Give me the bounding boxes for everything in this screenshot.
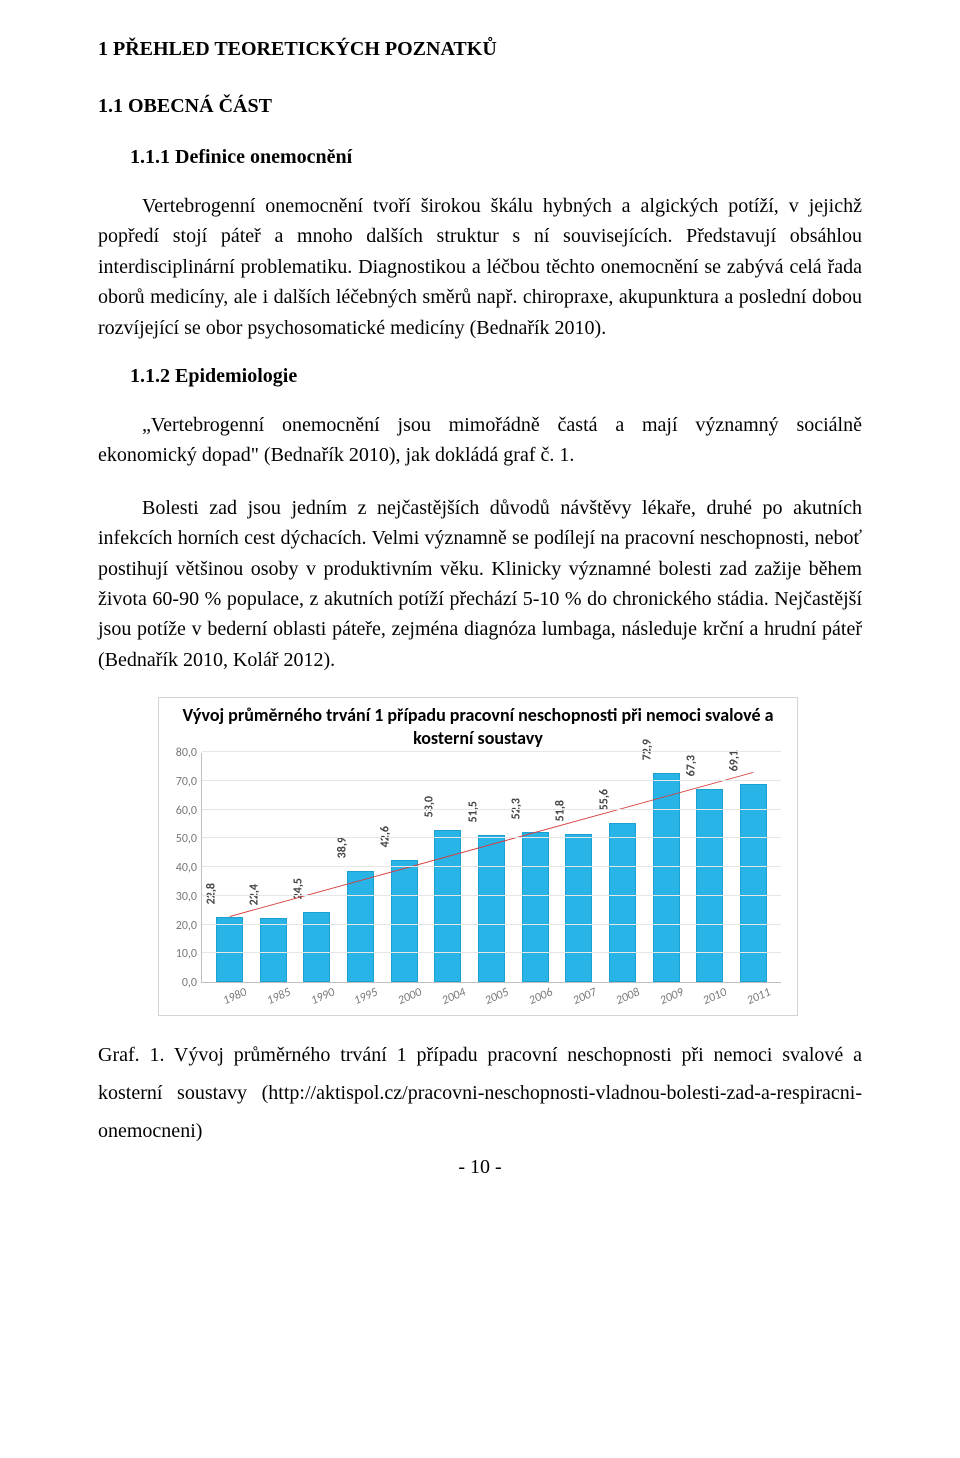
chart-bar: 24,5 xyxy=(303,912,330,982)
chart-bar-slot: 38,9 xyxy=(339,753,383,982)
chart-bar: 38,9 xyxy=(347,871,374,982)
chart-bar-value-label: 38,9 xyxy=(335,837,349,860)
chart-bar-slot: 52,3 xyxy=(513,753,557,982)
chart-bars-group: 22,8 22,4 24,5 38,9 42,6 53,0 51,5 52,3 51,8 55,6… xyxy=(202,753,781,982)
chart-y-tick: 10,0 xyxy=(176,947,197,961)
chart-bar-slot: 67,3 xyxy=(688,753,732,982)
chart-bar-slot: 55,6 xyxy=(601,753,645,982)
heading-level-3: 1.1.2 Epidemiologie xyxy=(130,365,862,388)
chart-gridline xyxy=(202,952,781,953)
chart-container: Vývoj průměrného trvání 1 případu pracov… xyxy=(158,697,798,1016)
chart-bar: 72,9 xyxy=(653,773,680,982)
heading-level-1: 1 PŘEHLED TEORETICKÝCH POZNATKŮ xyxy=(98,38,862,61)
chart-bar-slot: 42,6 xyxy=(382,753,426,982)
chart-y-tick: 0,0 xyxy=(182,976,197,990)
body-paragraph: „Vertebrogenní onemocnění jsou mimořádně… xyxy=(98,410,862,471)
chart-y-axis: 0,010,020,030,040,050,060,070,080,0 xyxy=(159,753,201,983)
chart-bar: 53,0 xyxy=(434,830,461,982)
chart-plot-area: 22,8 22,4 24,5 38,9 42,6 53,0 51,5 52,3 51,8 55,6… xyxy=(201,753,781,983)
chart-bar: 22,4 xyxy=(260,918,287,982)
chart-bar: 51,8 xyxy=(565,834,592,982)
chart-plot-row: 0,010,020,030,040,050,060,070,080,0 22,8… xyxy=(159,753,797,983)
chart-x-axis: 1980198519901995200020042005200620072008… xyxy=(201,983,781,1015)
chart-gridline xyxy=(202,837,781,838)
chart-bar-slot: 69,1 xyxy=(732,753,776,982)
chart-gridline xyxy=(202,780,781,781)
chart-bar-value-label: 51,8 xyxy=(553,800,567,823)
body-paragraph: Bolesti zad jsou jedním z nejčastějších … xyxy=(98,493,862,675)
chart-y-tick: 80,0 xyxy=(176,746,197,760)
chart-figure: Vývoj průměrného trvání 1 případu pracov… xyxy=(158,697,862,1016)
chart-bar-slot: 53,0 xyxy=(426,753,470,982)
chart-bar-value-label: 69,1 xyxy=(728,750,742,773)
chart-bar: 42,6 xyxy=(391,860,418,982)
chart-bar-value-label: 24,5 xyxy=(291,878,305,901)
chart-gridline xyxy=(202,866,781,867)
chart-gridline xyxy=(202,751,781,752)
chart-gridline xyxy=(202,924,781,925)
chart-bar-value-label: 51,5 xyxy=(466,801,480,824)
chart-bar: 52,3 xyxy=(522,832,549,982)
chart-bar: 51,5 xyxy=(478,835,505,982)
chart-bar-slot: 22,4 xyxy=(251,753,295,982)
chart-bar-value-label: 52,3 xyxy=(510,798,524,821)
chart-y-tick: 40,0 xyxy=(176,861,197,875)
page-number: - 10 - xyxy=(98,1156,862,1179)
chart-y-tick: 70,0 xyxy=(176,775,197,789)
chart-bar-slot: 51,5 xyxy=(470,753,514,982)
chart-title: Vývoj průměrného trvání 1 případu pracov… xyxy=(159,698,797,753)
chart-gridline xyxy=(202,809,781,810)
chart-y-tick: 20,0 xyxy=(176,919,197,933)
chart-y-tick: 50,0 xyxy=(176,832,197,846)
chart-y-tick: 60,0 xyxy=(176,804,197,818)
heading-level-3: 1.1.1 Definice onemocnění xyxy=(130,146,862,169)
chart-gridline xyxy=(202,895,781,896)
chart-bar: 22,8 xyxy=(216,917,243,982)
chart-bar-slot: 22,8 xyxy=(208,753,252,982)
heading-level-2: 1.1 OBECNÁ ČÁST xyxy=(98,95,862,118)
chart-bar-slot: 24,5 xyxy=(295,753,339,982)
body-paragraph: Vertebrogenní onemocnění tvoří širokou š… xyxy=(98,191,862,343)
figure-caption: Graf. 1. Vývoj průměrného trvání 1 přípa… xyxy=(98,1036,862,1150)
chart-bar-value-label: 67,3 xyxy=(684,755,698,778)
page: 1 PŘEHLED TEORETICKÝCH POZNATKŮ 1.1 OBEC… xyxy=(0,0,960,1209)
chart-bar: 55,6 xyxy=(609,823,636,982)
chart-bar-slot: 72,9 xyxy=(644,753,688,982)
chart-bar-slot: 51,8 xyxy=(557,753,601,982)
chart-y-tick: 30,0 xyxy=(176,890,197,904)
